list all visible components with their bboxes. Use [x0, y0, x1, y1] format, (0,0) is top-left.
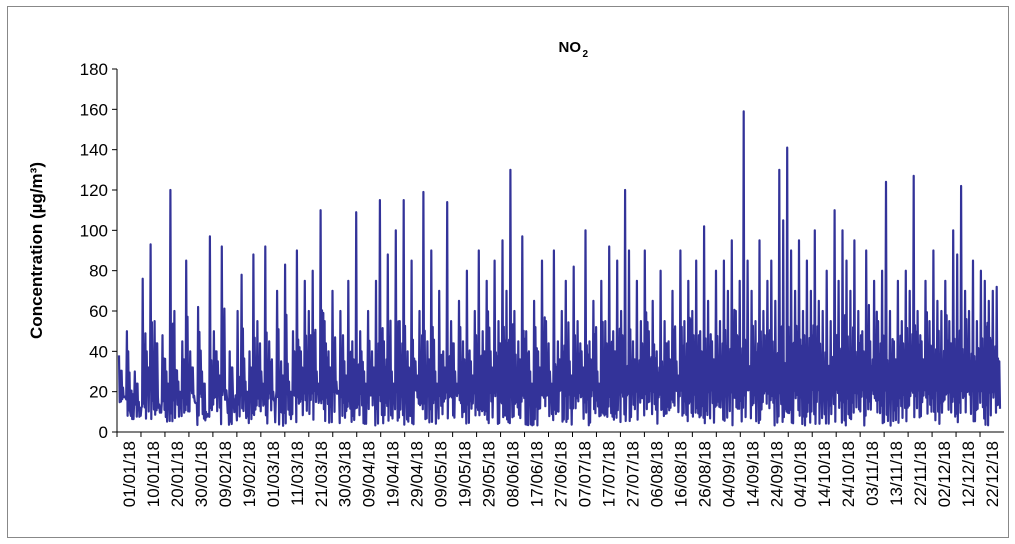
x-axis: 01/01/18 10/01/18 20/01/18 30/01/18 09/02/18…: [116, 431, 1004, 507]
x-tick-label: 17/06/18: [528, 441, 547, 507]
x-tick-label: 27/06/18: [552, 441, 571, 507]
x-tick-label: 30/03/18: [336, 441, 355, 507]
y-tick-label: 60: [89, 302, 108, 321]
y-tick-label: 120: [80, 181, 108, 200]
x-tick-label: 11/03/18: [288, 441, 307, 506]
x-tick-label: 03/11/18: [863, 441, 882, 506]
x-tick-label: 01/03/18: [264, 441, 283, 507]
x-tick-label: 01/01/18: [120, 441, 139, 507]
series-layer: [117, 110, 1002, 427]
x-tick-label: 09/02/18: [216, 441, 235, 507]
x-tick-label: 29/04/18: [408, 441, 427, 507]
x-tick-label: 04/10/18: [791, 441, 810, 507]
x-tick-label: 24/10/18: [839, 441, 858, 507]
y-axis-label: Concentration (µg/m³): [27, 162, 46, 339]
x-tick-label: 12/12/18: [959, 441, 978, 507]
y-tick-label: 180: [80, 60, 108, 79]
x-tick-label: 02/12/18: [935, 441, 954, 507]
x-tick-label: 14/09/18: [743, 441, 762, 507]
y-tick-label: 20: [89, 383, 108, 402]
series-line-no2: [117, 110, 1002, 427]
x-tick-label: 06/08/18: [647, 441, 666, 507]
y-axis: 0 20 40 60 80 100 120 140 160 180: [80, 60, 118, 442]
x-tick-label: 10/01/18: [144, 441, 163, 507]
x-tick-label: 22/12/18: [983, 441, 1002, 507]
chart-title-text: NO: [559, 39, 582, 56]
x-tick-label: 13/11/18: [887, 441, 906, 506]
x-tick-label: 20/01/18: [168, 441, 187, 507]
x-tick-label: 09/04/18: [360, 441, 379, 507]
y-tick-label: 0: [99, 423, 108, 442]
x-tick-label: 22/11/18: [911, 441, 930, 506]
x-tick-label: 24/09/18: [767, 441, 786, 507]
x-tick-label: 30/01/18: [192, 441, 211, 507]
chart-title: NO 2: [559, 39, 589, 60]
chart-title-subscript: 2: [583, 49, 589, 60]
y-tick-label: 100: [80, 221, 108, 240]
y-tick-label: 80: [89, 262, 108, 281]
x-tick-label: 17/07/18: [599, 441, 618, 507]
y-tick-label: 40: [89, 342, 108, 361]
x-tick-label: 27/07/18: [623, 441, 642, 507]
x-tick-label: 21/03/18: [312, 441, 331, 507]
y-tick-label: 160: [80, 100, 108, 119]
x-tick-label: 08/06/18: [504, 441, 523, 507]
x-tick-label: 07/07/18: [575, 441, 594, 507]
x-tick-label: 04/09/18: [719, 441, 738, 507]
x-tick-label: 26/08/18: [695, 441, 714, 507]
x-tick-label: 19/04/18: [384, 441, 403, 507]
x-tick-label: 19/05/18: [456, 441, 475, 507]
x-tick-label: 29/05/18: [480, 441, 499, 507]
y-tick-label: 140: [80, 141, 108, 160]
x-tick-label: 14/10/18: [815, 441, 834, 507]
x-tick-label: 09/05/18: [432, 441, 451, 507]
x-tick-label: 19/02/18: [240, 441, 259, 507]
x-tick-label: 16/08/18: [671, 441, 690, 507]
